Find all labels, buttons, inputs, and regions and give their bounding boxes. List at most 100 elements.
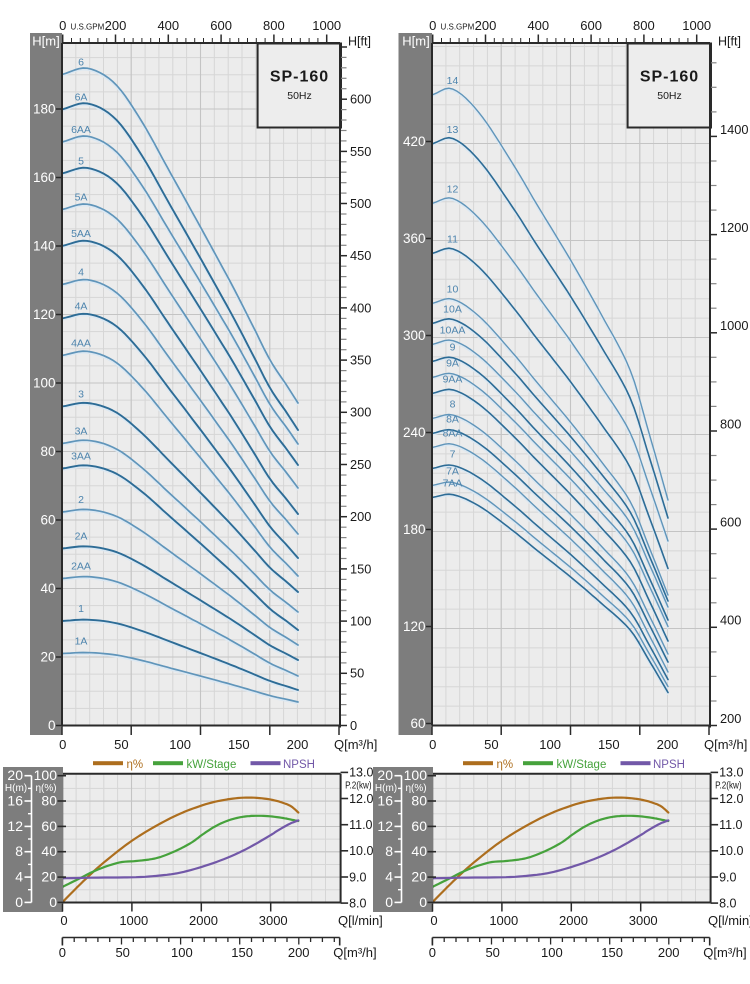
svg-text:NPSH: NPSH bbox=[653, 759, 685, 771]
svg-text:0: 0 bbox=[59, 945, 66, 960]
svg-text:5AA: 5AA bbox=[71, 228, 91, 240]
svg-text:140: 140 bbox=[33, 239, 56, 254]
svg-text:200: 200 bbox=[720, 711, 741, 726]
svg-text:150: 150 bbox=[228, 737, 250, 752]
svg-text:400: 400 bbox=[527, 18, 549, 33]
svg-text:1000: 1000 bbox=[119, 913, 148, 928]
svg-text:5A: 5A bbox=[75, 192, 88, 204]
svg-text:200: 200 bbox=[105, 18, 127, 33]
svg-text:800: 800 bbox=[263, 18, 285, 33]
svg-text:Q[m³/h]: Q[m³/h] bbox=[704, 737, 747, 752]
svg-text:6AA: 6AA bbox=[71, 124, 91, 136]
svg-text:500: 500 bbox=[350, 196, 371, 211]
svg-text:2AA: 2AA bbox=[71, 561, 91, 573]
svg-text:H[ft]: H[ft] bbox=[348, 35, 371, 49]
svg-text:SP-160: SP-160 bbox=[640, 69, 699, 86]
svg-text:100: 100 bbox=[539, 737, 561, 752]
svg-text:5: 5 bbox=[78, 156, 84, 168]
svg-text:7: 7 bbox=[450, 449, 456, 461]
svg-text:200: 200 bbox=[657, 737, 679, 752]
svg-text:7A: 7A bbox=[446, 466, 459, 478]
svg-text:H[m]: H[m] bbox=[32, 34, 59, 49]
svg-text:60: 60 bbox=[410, 716, 425, 731]
svg-text:100: 100 bbox=[169, 737, 191, 752]
svg-text:1200: 1200 bbox=[720, 220, 748, 235]
svg-text:1000: 1000 bbox=[489, 913, 518, 928]
svg-text:10A: 10A bbox=[443, 304, 462, 316]
svg-text:11.0: 11.0 bbox=[719, 818, 742, 832]
svg-text:9.0: 9.0 bbox=[349, 870, 366, 884]
svg-text:300: 300 bbox=[403, 328, 426, 343]
svg-text:150: 150 bbox=[601, 945, 623, 960]
svg-text:1000: 1000 bbox=[720, 318, 748, 333]
svg-text:50: 50 bbox=[484, 737, 498, 752]
svg-text:11.0: 11.0 bbox=[349, 818, 372, 832]
svg-text:60: 60 bbox=[41, 818, 57, 834]
svg-text:6A: 6A bbox=[75, 92, 88, 104]
svg-text:200: 200 bbox=[658, 945, 680, 960]
svg-text:0: 0 bbox=[429, 945, 436, 960]
svg-text:0: 0 bbox=[429, 737, 436, 752]
svg-text:200: 200 bbox=[287, 737, 309, 752]
svg-text:U.S.GPM: U.S.GPM bbox=[71, 23, 105, 32]
svg-text:9A: 9A bbox=[446, 358, 459, 370]
svg-text:H[m]: H[m] bbox=[402, 34, 429, 49]
svg-text:8: 8 bbox=[450, 399, 456, 411]
svg-text:50: 50 bbox=[115, 945, 129, 960]
svg-text:4A: 4A bbox=[75, 301, 88, 313]
svg-text:0: 0 bbox=[59, 18, 66, 33]
svg-text:Q[m³/h]: Q[m³/h] bbox=[334, 737, 377, 752]
svg-text:0: 0 bbox=[48, 718, 56, 733]
svg-text:1: 1 bbox=[78, 603, 84, 615]
svg-text:50: 50 bbox=[114, 737, 128, 752]
svg-text:12: 12 bbox=[447, 184, 459, 196]
svg-text:1A: 1A bbox=[75, 636, 88, 648]
svg-text:100: 100 bbox=[350, 614, 371, 629]
svg-text:600: 600 bbox=[350, 92, 371, 107]
svg-text:1400: 1400 bbox=[720, 122, 748, 137]
svg-text:13: 13 bbox=[447, 124, 459, 136]
svg-text:150: 150 bbox=[231, 945, 253, 960]
svg-text:16: 16 bbox=[377, 793, 393, 809]
svg-text:0: 0 bbox=[385, 894, 393, 910]
svg-text:120: 120 bbox=[33, 307, 56, 322]
svg-text:100: 100 bbox=[33, 376, 56, 391]
svg-text:10.0: 10.0 bbox=[349, 844, 373, 858]
svg-text:50Hz: 50Hz bbox=[287, 90, 312, 102]
svg-text:9AA: 9AA bbox=[443, 374, 463, 386]
svg-text:80: 80 bbox=[411, 793, 427, 809]
svg-text:0: 0 bbox=[49, 894, 57, 910]
svg-text:400: 400 bbox=[157, 18, 179, 33]
svg-text:80: 80 bbox=[40, 444, 55, 459]
svg-text:8AA: 8AA bbox=[443, 428, 463, 440]
svg-text:14: 14 bbox=[447, 75, 459, 87]
svg-text:NPSH: NPSH bbox=[283, 759, 315, 771]
svg-text:450: 450 bbox=[350, 248, 371, 263]
svg-text:2000: 2000 bbox=[559, 913, 588, 928]
svg-text:7AA: 7AA bbox=[443, 478, 463, 490]
svg-text:9.0: 9.0 bbox=[719, 870, 736, 884]
svg-text:η(%): η(%) bbox=[405, 783, 426, 794]
svg-text:P.2(kw): P.2(kw) bbox=[345, 781, 372, 792]
svg-text:2: 2 bbox=[78, 494, 84, 506]
svg-text:Q[l/min]: Q[l/min] bbox=[708, 913, 750, 928]
svg-text:2A: 2A bbox=[75, 531, 88, 543]
svg-text:400: 400 bbox=[350, 300, 371, 315]
svg-text:P.2(kw): P.2(kw) bbox=[715, 781, 742, 792]
svg-text:100: 100 bbox=[34, 767, 58, 783]
svg-text:100: 100 bbox=[404, 767, 428, 783]
svg-text:100: 100 bbox=[541, 945, 563, 960]
svg-text:6: 6 bbox=[78, 57, 84, 69]
svg-text:η%: η% bbox=[497, 759, 514, 771]
svg-text:100: 100 bbox=[171, 945, 193, 960]
svg-text:SP-160: SP-160 bbox=[270, 69, 329, 86]
svg-text:3000: 3000 bbox=[259, 913, 288, 928]
svg-text:0: 0 bbox=[350, 718, 357, 733]
svg-text:0: 0 bbox=[430, 913, 437, 928]
svg-text:300: 300 bbox=[350, 405, 371, 420]
svg-text:1000: 1000 bbox=[682, 18, 711, 33]
svg-text:8.0: 8.0 bbox=[719, 896, 736, 910]
svg-text:Q[m³/h]: Q[m³/h] bbox=[703, 945, 746, 960]
svg-text:550: 550 bbox=[350, 144, 371, 159]
svg-text:120: 120 bbox=[403, 619, 426, 634]
